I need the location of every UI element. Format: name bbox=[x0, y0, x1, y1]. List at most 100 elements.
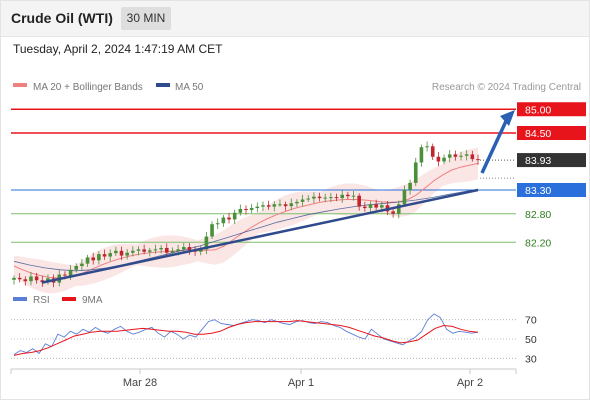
candle bbox=[119, 246, 124, 261]
candle bbox=[413, 157, 418, 187]
candle bbox=[278, 199, 282, 208]
level-label-85-00: 85.00 bbox=[517, 102, 586, 117]
rsi-ma-line bbox=[13, 320, 479, 356]
candle bbox=[300, 194, 305, 207]
candle bbox=[317, 192, 322, 202]
candle bbox=[136, 246, 141, 256]
support-trendline bbox=[41, 188, 479, 284]
candle bbox=[419, 144, 424, 167]
ma20-legend-swatch bbox=[13, 83, 27, 87]
candle bbox=[459, 151, 463, 161]
ma9-legend-label: 9MA bbox=[82, 295, 103, 306]
header-bar: Crude Oil (WTI) 30 MIN bbox=[0, 0, 590, 37]
candle bbox=[249, 203, 254, 214]
candle bbox=[148, 247, 152, 257]
candle bbox=[340, 190, 344, 203]
x-tick-label: Apr 2 bbox=[457, 377, 483, 389]
candle bbox=[29, 271, 33, 286]
candle bbox=[227, 212, 231, 224]
timeframe-badge[interactable]: 30 MIN bbox=[121, 7, 171, 30]
candle bbox=[74, 263, 79, 273]
candle bbox=[181, 243, 186, 253]
candle bbox=[396, 200, 401, 219]
candle bbox=[357, 193, 361, 211]
level-lines bbox=[11, 108, 516, 243]
rsi-legend-label: RSI bbox=[33, 295, 50, 306]
rsi-legend-swatch bbox=[13, 297, 27, 301]
rsi-level-label: 70 bbox=[525, 315, 537, 327]
level-label-82-20: 82.20 bbox=[525, 237, 551, 249]
moving-averages bbox=[13, 162, 479, 279]
candle bbox=[464, 150, 469, 161]
candle bbox=[198, 245, 203, 256]
candle bbox=[244, 205, 248, 215]
candle bbox=[12, 275, 16, 285]
candle bbox=[261, 201, 265, 211]
candle bbox=[351, 190, 356, 201]
svg-text:83.30: 83.30 bbox=[525, 185, 551, 197]
candle bbox=[374, 199, 378, 211]
candle bbox=[447, 149, 452, 163]
candle bbox=[255, 202, 260, 213]
candle bbox=[334, 193, 339, 202]
candle bbox=[470, 150, 475, 162]
candle bbox=[232, 209, 237, 224]
candle bbox=[272, 201, 277, 212]
candle bbox=[408, 179, 412, 195]
candle bbox=[368, 201, 373, 213]
candle bbox=[436, 152, 441, 167]
trend-overlays bbox=[41, 110, 515, 284]
candle bbox=[453, 150, 458, 161]
timestamp: Tuesday, April 2, 2024 1:47:19 AM CET bbox=[13, 42, 223, 56]
forecast-arrow bbox=[480, 118, 509, 174]
candle bbox=[346, 191, 350, 200]
svg-text:83.93: 83.93 bbox=[525, 155, 551, 167]
candle bbox=[164, 243, 169, 258]
candle bbox=[402, 185, 407, 208]
ma50-line bbox=[13, 188, 479, 272]
candle bbox=[125, 249, 129, 260]
candle bbox=[97, 250, 101, 265]
candle bbox=[238, 204, 243, 216]
candle bbox=[210, 221, 214, 240]
candle bbox=[363, 201, 367, 212]
candle bbox=[289, 198, 294, 211]
candle bbox=[114, 246, 118, 256]
candle bbox=[442, 154, 446, 165]
ma9-legend-swatch bbox=[62, 297, 76, 301]
candle bbox=[283, 201, 288, 211]
candle bbox=[17, 273, 22, 283]
candle bbox=[215, 218, 220, 229]
forecast-arrowhead bbox=[500, 110, 515, 126]
candle bbox=[85, 254, 90, 267]
candle bbox=[329, 192, 333, 203]
candle bbox=[204, 231, 209, 255]
level-label-84-50: 84.50 bbox=[517, 126, 586, 140]
candle bbox=[323, 193, 328, 203]
bollinger-envelope bbox=[14, 147, 478, 294]
x-tick-label: Mar 28 bbox=[123, 377, 157, 389]
candle bbox=[23, 276, 28, 286]
level-label-82-80: 82.80 bbox=[525, 209, 551, 221]
candle bbox=[295, 199, 299, 208]
rsi-level-label: 50 bbox=[525, 334, 537, 346]
candle bbox=[80, 258, 84, 271]
candle bbox=[108, 249, 112, 262]
candle bbox=[306, 195, 311, 203]
rsi-line bbox=[13, 313, 479, 355]
candle bbox=[266, 200, 271, 210]
candle bbox=[91, 252, 96, 265]
instrument-title: Crude Oil (WTI) bbox=[11, 10, 113, 26]
svg-text:84.50: 84.50 bbox=[525, 128, 551, 140]
candle bbox=[153, 244, 158, 254]
candle bbox=[102, 249, 107, 260]
svg-text:85.00: 85.00 bbox=[525, 104, 551, 116]
svg-text:82.20: 82.20 bbox=[525, 237, 551, 249]
svg-text:82.80: 82.80 bbox=[525, 209, 551, 221]
candle bbox=[142, 244, 146, 255]
level-label-83-30: 83.30 bbox=[517, 183, 586, 197]
ma20-legend-label: MA 20 + Bollinger Bands bbox=[33, 82, 143, 93]
candle bbox=[159, 245, 163, 254]
candle bbox=[312, 192, 316, 204]
candle bbox=[476, 154, 480, 165]
